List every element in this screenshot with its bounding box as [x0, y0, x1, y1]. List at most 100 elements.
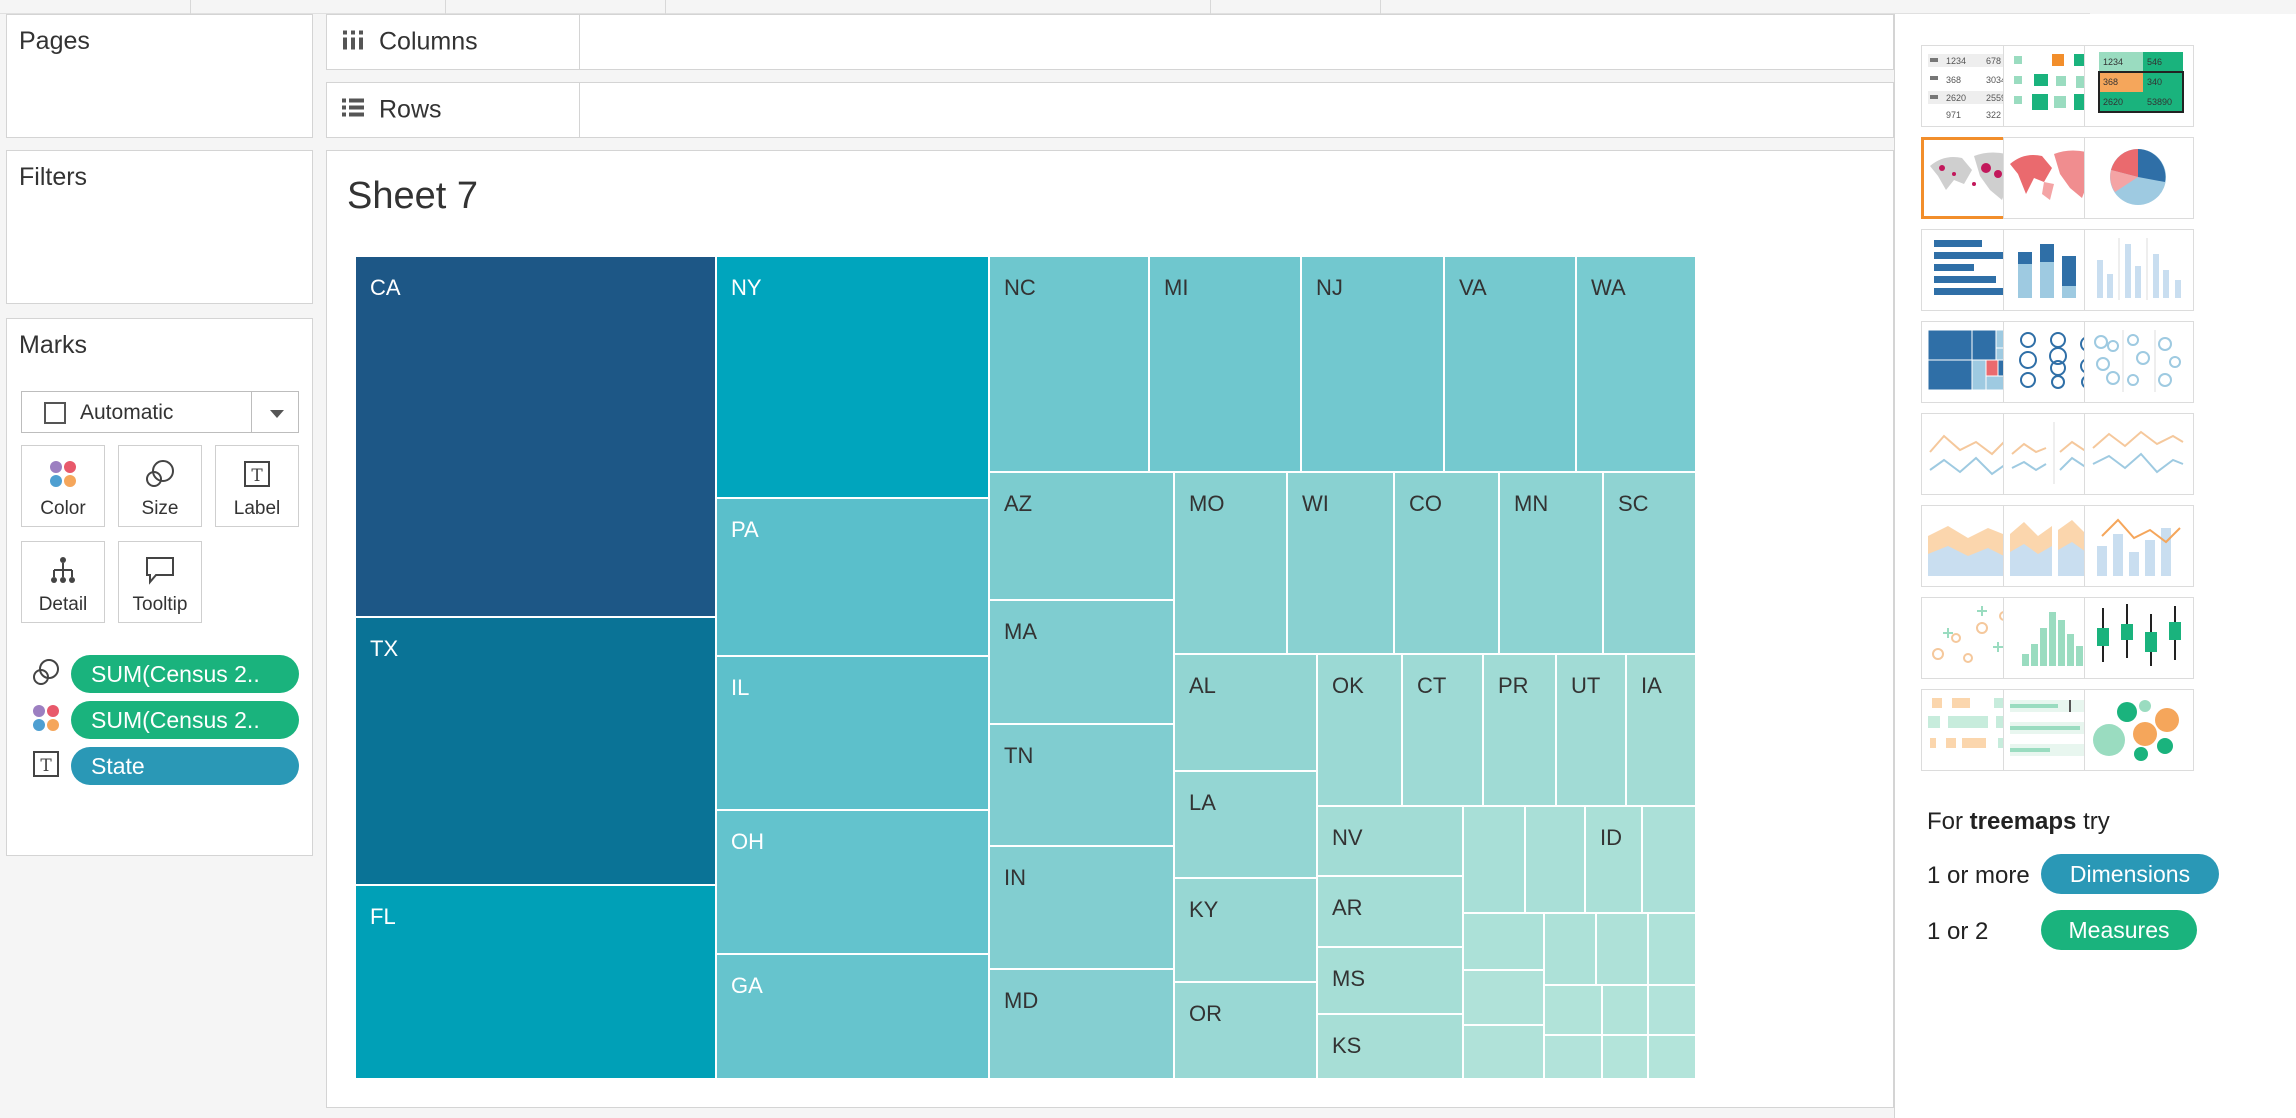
rows-shelf[interactable]: Rows: [326, 82, 1894, 138]
treemap-tile[interactable]: TX: [355, 617, 716, 885]
treemap-tile-label: TX: [370, 636, 399, 661]
label-pill[interactable]: State: [71, 747, 299, 785]
filters-shelf[interactable]: Filters: [6, 150, 313, 304]
treemap-tile[interactable]: UT: [1556, 654, 1626, 806]
hint-dimensions-pill: Dimensions: [2041, 854, 2219, 894]
treemap-tile[interactable]: MA: [989, 600, 1174, 724]
treemap-tile-label: VA: [1459, 275, 1487, 300]
treemap-tile[interactable]: [1596, 913, 1648, 985]
color-button[interactable]: Color: [21, 445, 105, 527]
treemap-tile[interactable]: WI: [1287, 472, 1394, 654]
tooltip-icon: [119, 552, 201, 588]
mark-type-dropdown[interactable]: Automatic: [21, 391, 299, 433]
treemap-tile[interactable]: MI: [1149, 256, 1301, 472]
treemap-tile[interactable]: IL: [716, 656, 989, 810]
treemap-tile-label: NJ: [1316, 275, 1343, 300]
svg-text:368: 368: [2103, 77, 2118, 87]
treemap-tile[interactable]: NV: [1317, 806, 1463, 876]
treemap-tile[interactable]: OK: [1317, 654, 1402, 806]
show-me-packed-bubbles-icon[interactable]: [2084, 689, 2194, 771]
treemap-tile[interactable]: MN: [1499, 472, 1603, 654]
treemap-tile[interactable]: [1544, 985, 1602, 1035]
treemap-tile[interactable]: [1642, 806, 1696, 913]
treemap-tile[interactable]: [1648, 985, 1696, 1035]
treemap-tile[interactable]: [1602, 985, 1648, 1035]
detail-button[interactable]: Detail: [21, 541, 105, 623]
svg-text:2559: 2559: [1986, 93, 2006, 103]
show-me-side-by-side-circles-icon[interactable]: [2084, 321, 2194, 403]
show-me-dual-combination-icon[interactable]: [2084, 505, 2194, 587]
treemap-tile[interactable]: PR: [1483, 654, 1556, 806]
treemap-tile[interactable]: KY: [1174, 878, 1317, 982]
svg-text:1234: 1234: [1946, 56, 1966, 66]
treemap-tile[interactable]: [1544, 913, 1596, 985]
tooltip-label: Tooltip: [132, 594, 188, 615]
hint-try-text: try: [2076, 808, 2110, 835]
treemap-tile[interactable]: [1463, 1025, 1544, 1079]
detail-icon: [22, 552, 104, 588]
treemap-tile-label: MN: [1514, 491, 1549, 516]
size-icon: [31, 657, 61, 687]
treemap-tile[interactable]: IA: [1626, 654, 1696, 806]
treemap-tile[interactable]: GA: [716, 954, 989, 1079]
treemap-tile[interactable]: MD: [989, 969, 1174, 1079]
treemap-tile-label: IN: [1004, 865, 1026, 890]
treemap-tile[interactable]: [1463, 970, 1544, 1025]
columns-shelf[interactable]: Columns: [326, 14, 1894, 70]
show-me-dual-lines-icon[interactable]: [2084, 413, 2194, 495]
treemap-tile[interactable]: AZ: [989, 472, 1174, 600]
treemap-tile-label: KS: [1332, 1033, 1362, 1058]
treemap-tile[interactable]: CO: [1394, 472, 1499, 654]
square-mark-icon: [44, 402, 66, 424]
treemap-tile[interactable]: CT: [1402, 654, 1483, 806]
show-me-highlight-table-icon[interactable]: 1234 546 368 340 2620 53890: [2084, 45, 2194, 127]
pages-title: Pages: [19, 27, 90, 55]
treemap-tile[interactable]: AL: [1174, 654, 1317, 771]
treemap-tile[interactable]: OR: [1174, 982, 1317, 1079]
treemap-tile[interactable]: [1463, 806, 1525, 913]
treemap-tile[interactable]: NJ: [1301, 256, 1444, 472]
show-me-side-by-side-bars-icon[interactable]: [2084, 229, 2194, 311]
treemap-tile[interactable]: IN: [989, 846, 1174, 969]
treemap-tile[interactable]: NY: [716, 256, 989, 498]
show-me-box-and-whisker-icon[interactable]: [2084, 597, 2194, 679]
treemap-tile[interactable]: [1463, 913, 1544, 970]
treemap-tile-label: AZ: [1004, 491, 1033, 516]
treemap-tile[interactable]: MS: [1317, 947, 1463, 1014]
size-button[interactable]: Size: [118, 445, 202, 527]
treemap-tile[interactable]: VA: [1444, 256, 1576, 472]
treemap-tile[interactable]: OH: [716, 810, 989, 954]
treemap-tile[interactable]: WA: [1576, 256, 1696, 472]
treemap-tile-label: OH: [731, 829, 764, 854]
treemap-tile[interactable]: TN: [989, 724, 1174, 846]
filters-title: Filters: [19, 163, 88, 191]
show-me-hint-line1: For treemaps try: [1927, 808, 2110, 836]
tooltip-button[interactable]: Tooltip: [118, 541, 202, 623]
sheet-title[interactable]: Sheet 7: [347, 175, 478, 217]
treemap-tile[interactable]: [1525, 806, 1585, 913]
treemap-tile[interactable]: ID: [1585, 806, 1642, 913]
columns-label: Columns: [379, 27, 478, 56]
treemap-tile[interactable]: PA: [716, 498, 989, 656]
treemap-tile[interactable]: KS: [1317, 1014, 1463, 1079]
treemap-tile[interactable]: [1544, 1035, 1602, 1079]
treemap-tile[interactable]: SC: [1603, 472, 1696, 654]
treemap-tile[interactable]: [1602, 1035, 1648, 1079]
show-me-pie-chart-icon[interactable]: [2084, 137, 2194, 219]
size-pill[interactable]: SUM(Census 2..: [71, 655, 299, 693]
mark-type-value: Automatic: [80, 401, 174, 424]
treemap-tile[interactable]: MO: [1174, 472, 1287, 654]
treemap-tile[interactable]: CA: [355, 256, 716, 617]
label-button[interactable]: T Label: [215, 445, 299, 527]
treemap-tile-label: IL: [731, 675, 750, 700]
treemap-tile[interactable]: AR: [1317, 876, 1463, 947]
treemap-tile[interactable]: NC: [989, 256, 1149, 472]
treemap-tile-label: CT: [1417, 673, 1447, 698]
pages-shelf[interactable]: Pages: [6, 14, 313, 138]
color-pill[interactable]: SUM(Census 2..: [71, 701, 299, 739]
chevron-down-icon[interactable]: [270, 410, 284, 418]
treemap-tile[interactable]: [1648, 1035, 1696, 1079]
treemap-tile[interactable]: LA: [1174, 771, 1317, 878]
treemap-tile[interactable]: FL: [355, 885, 716, 1079]
treemap-tile[interactable]: [1648, 913, 1696, 985]
